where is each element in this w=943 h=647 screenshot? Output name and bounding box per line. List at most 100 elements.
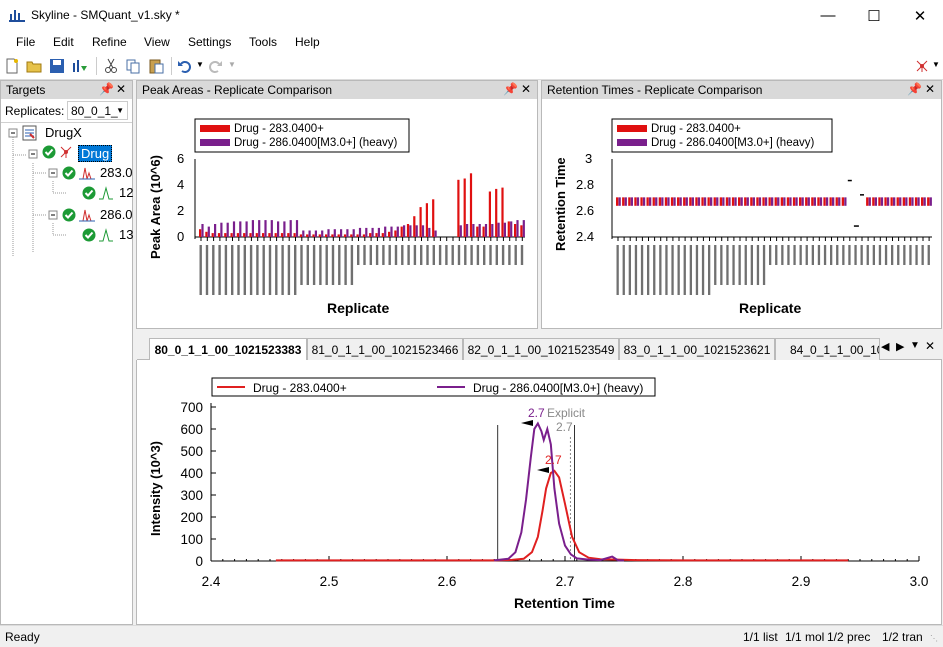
- replicate-tick-label: [420, 245, 423, 265]
- replicate-tick-label: [224, 245, 228, 295]
- rt-bar-light: [841, 197, 844, 206]
- replicate-tick-label: [665, 245, 668, 295]
- rt-bar-heavy: [893, 197, 896, 206]
- replicate-tick-label: [413, 245, 417, 265]
- undo-dropdown-icon[interactable]: ▼: [196, 60, 204, 69]
- bar-heavy: [308, 230, 311, 237]
- maximize-button[interactable]: ☐: [867, 7, 881, 25]
- bar-heavy: [258, 220, 261, 237]
- cut-icon[interactable]: [103, 58, 119, 74]
- tab-replicate-84[interactable]: 84_0_1_1_00_102: [775, 338, 880, 360]
- tab-replicate-81[interactable]: 81_0_1_1_00_1021523466: [307, 338, 463, 360]
- rt-bar-light: [713, 197, 716, 206]
- rt-bar-heavy: [740, 197, 743, 206]
- close-icon[interactable]: ✕: [521, 82, 532, 96]
- redo-icon[interactable]: [207, 58, 223, 74]
- replicate-tick-label: [622, 245, 625, 295]
- tree-item-drug[interactable]: Drug: [78, 145, 113, 162]
- undo-icon[interactable]: [177, 58, 193, 74]
- replicate-tick-label: [344, 245, 347, 285]
- menu-refine[interactable]: Refine: [92, 35, 127, 49]
- status-transition-count: 1/2 tran: [882, 630, 923, 644]
- status-bar: Ready 1/1 list 1/1 mol 1/2 prec 1/2 tran…: [0, 625, 943, 647]
- save-icon[interactable]: [49, 58, 65, 74]
- legend-box: [194, 118, 410, 153]
- scroll-right-icon[interactable]: ▶: [896, 341, 905, 353]
- tree-item-precursor-283[interactable]: 283.0: [100, 165, 133, 180]
- rt-bar-light: [689, 197, 692, 206]
- rt-bar-heavy: [624, 197, 627, 206]
- tab-replicate-82[interactable]: 82_0_1_1_00_1021523549: [463, 338, 619, 360]
- redo-dropdown-icon[interactable]: ▼: [228, 60, 236, 69]
- molecule-icon[interactable]: [914, 58, 930, 74]
- paste-icon[interactable]: [148, 58, 164, 74]
- bar-light: [280, 233, 284, 237]
- menu-view[interactable]: View: [144, 35, 170, 49]
- rt-bar-heavy: [758, 197, 762, 206]
- tab-list-dropdown-icon[interactable]: ▼: [910, 340, 920, 351]
- close-icon[interactable]: ✕: [925, 82, 936, 96]
- close-icon[interactable]: ✕: [925, 339, 936, 353]
- replicate-tick-label: [860, 245, 863, 265]
- x-tick-label: 2.7: [556, 574, 575, 589]
- molecule-dropdown-icon[interactable]: ▼: [932, 60, 940, 69]
- chromatogram-xlabel: Retention Time: [514, 595, 615, 611]
- tab-replicate-83[interactable]: 83_0_1_1_00_1021523621: [619, 338, 775, 360]
- replicate-tick-label: [634, 245, 638, 295]
- pin-icon[interactable]: 📌: [907, 82, 922, 96]
- bar-light: [299, 234, 302, 237]
- rt-bar-heavy: [722, 197, 725, 206]
- replicate-tick-label: [683, 245, 686, 295]
- tab-replicate-80[interactable]: 80_0_1_1_00_1021523383: [149, 338, 307, 361]
- bar-heavy: [283, 221, 286, 237]
- open-folder-icon[interactable]: [26, 58, 42, 74]
- new-file-icon[interactable]: [4, 58, 20, 74]
- pin-icon[interactable]: 📌: [503, 82, 518, 96]
- rt-bar-heavy: [801, 197, 804, 206]
- menu-help[interactable]: Help: [295, 35, 320, 49]
- status-molecule-count: 1/1 mol: [785, 630, 825, 644]
- y-tick-label: 700: [180, 400, 203, 415]
- menu-settings[interactable]: Settings: [188, 35, 232, 49]
- replicate-tick-label: [671, 245, 674, 295]
- replicates-select[interactable]: 80_0_1_ ▼: [67, 101, 128, 120]
- legend-swatch-light: [200, 125, 230, 132]
- replicate-tick-label: [915, 245, 918, 265]
- menu-bar: File Edit Refine View Settings Tools Hel…: [0, 31, 943, 53]
- menu-tools[interactable]: Tools: [249, 35, 278, 49]
- tree-item-transition-12[interactable]: 12: [119, 185, 134, 200]
- copy-icon[interactable]: [125, 58, 141, 74]
- minimize-button[interactable]: —: [820, 7, 836, 24]
- bar-heavy: [270, 220, 273, 237]
- rt-bar-light: [695, 197, 698, 206]
- precursor-peak-icon: [79, 209, 95, 222]
- menu-edit[interactable]: Edit: [53, 35, 74, 49]
- bar-light: [318, 234, 321, 237]
- replicate-tick-label: [732, 245, 735, 285]
- close-window-button[interactable]: ✕: [913, 7, 927, 25]
- bar-light: [236, 233, 239, 237]
- tree-item-drugx[interactable]: DrugX: [45, 125, 82, 140]
- import-results-icon[interactable]: [72, 58, 88, 74]
- explicit-rt-label: 2.7: [556, 420, 573, 434]
- tree-item-precursor-286[interactable]: 286.0: [100, 207, 133, 222]
- rt-bar-heavy: [880, 197, 884, 206]
- bar-light: [362, 234, 365, 237]
- scroll-left-icon[interactable]: ◀: [881, 341, 890, 353]
- bar-heavy: [390, 226, 393, 237]
- replicate-tick-label: [445, 245, 448, 265]
- menu-file[interactable]: File: [16, 35, 36, 49]
- rt-bar-light: [622, 197, 625, 206]
- replicate-tick-label: [438, 245, 442, 265]
- chromatogram-chart: Drug - 283.0400+ Drug - 286.0400[M3.0+] …: [148, 377, 928, 611]
- bar-heavy: [491, 224, 494, 237]
- bar-light: [419, 207, 422, 237]
- peak-areas-panel: Peak Areas - Replicate Comparison 📌 ✕ Dr…: [136, 80, 538, 329]
- rt-bar-light: [683, 197, 686, 206]
- tree-item-transition-13[interactable]: 13: [119, 227, 134, 242]
- pin-icon[interactable]: 📌: [99, 82, 114, 96]
- bar-light: [217, 233, 221, 237]
- check-icon: [62, 208, 76, 222]
- close-icon[interactable]: ✕: [116, 82, 127, 96]
- rt-bar-heavy: [667, 197, 670, 206]
